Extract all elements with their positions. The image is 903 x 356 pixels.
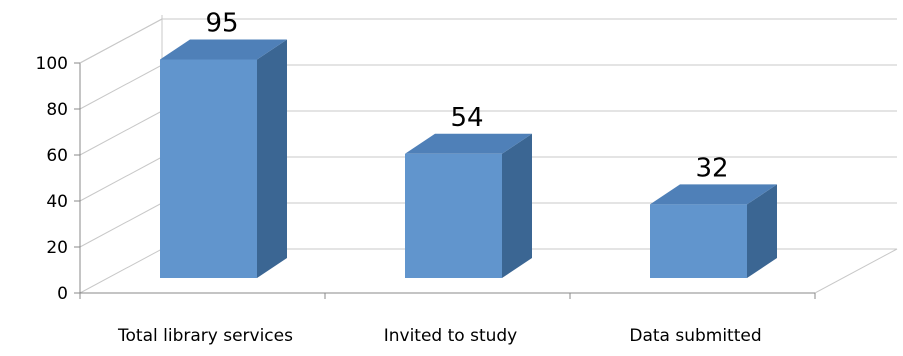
side-wall-top-edge (79, 18, 163, 64)
data-label: 54 (450, 103, 483, 133)
bar-side (257, 39, 287, 278)
bar (650, 204, 747, 278)
bar (405, 153, 502, 278)
bars (160, 39, 777, 278)
y-tick-label: 40 (46, 192, 68, 212)
bar-top (160, 39, 287, 60)
bar-side (502, 133, 532, 278)
data-label: 95 (205, 9, 238, 39)
x-tick-label: Total library services (117, 326, 293, 346)
gridline-side (79, 64, 163, 110)
bar-side (747, 184, 777, 278)
gridline-side (79, 110, 163, 156)
gridline-side (79, 156, 163, 202)
y-tick-label: 100 (36, 54, 68, 74)
y-tick-label: 20 (46, 238, 68, 258)
bar-top (405, 133, 532, 154)
bar-top (650, 184, 777, 205)
gridline-side (79, 202, 163, 248)
y-tick-label: 60 (46, 146, 68, 166)
labels: 0 20 40 60 80 100 95 Total library services 54 In… (36, 9, 762, 347)
y-tick-label: 0 (57, 284, 68, 304)
y-tick-label: 80 (46, 100, 68, 120)
x-tick-label: Data submitted (629, 326, 761, 346)
x-tick-label: Invited to study (384, 326, 518, 346)
data-label: 32 (695, 153, 728, 183)
bar (160, 59, 257, 278)
